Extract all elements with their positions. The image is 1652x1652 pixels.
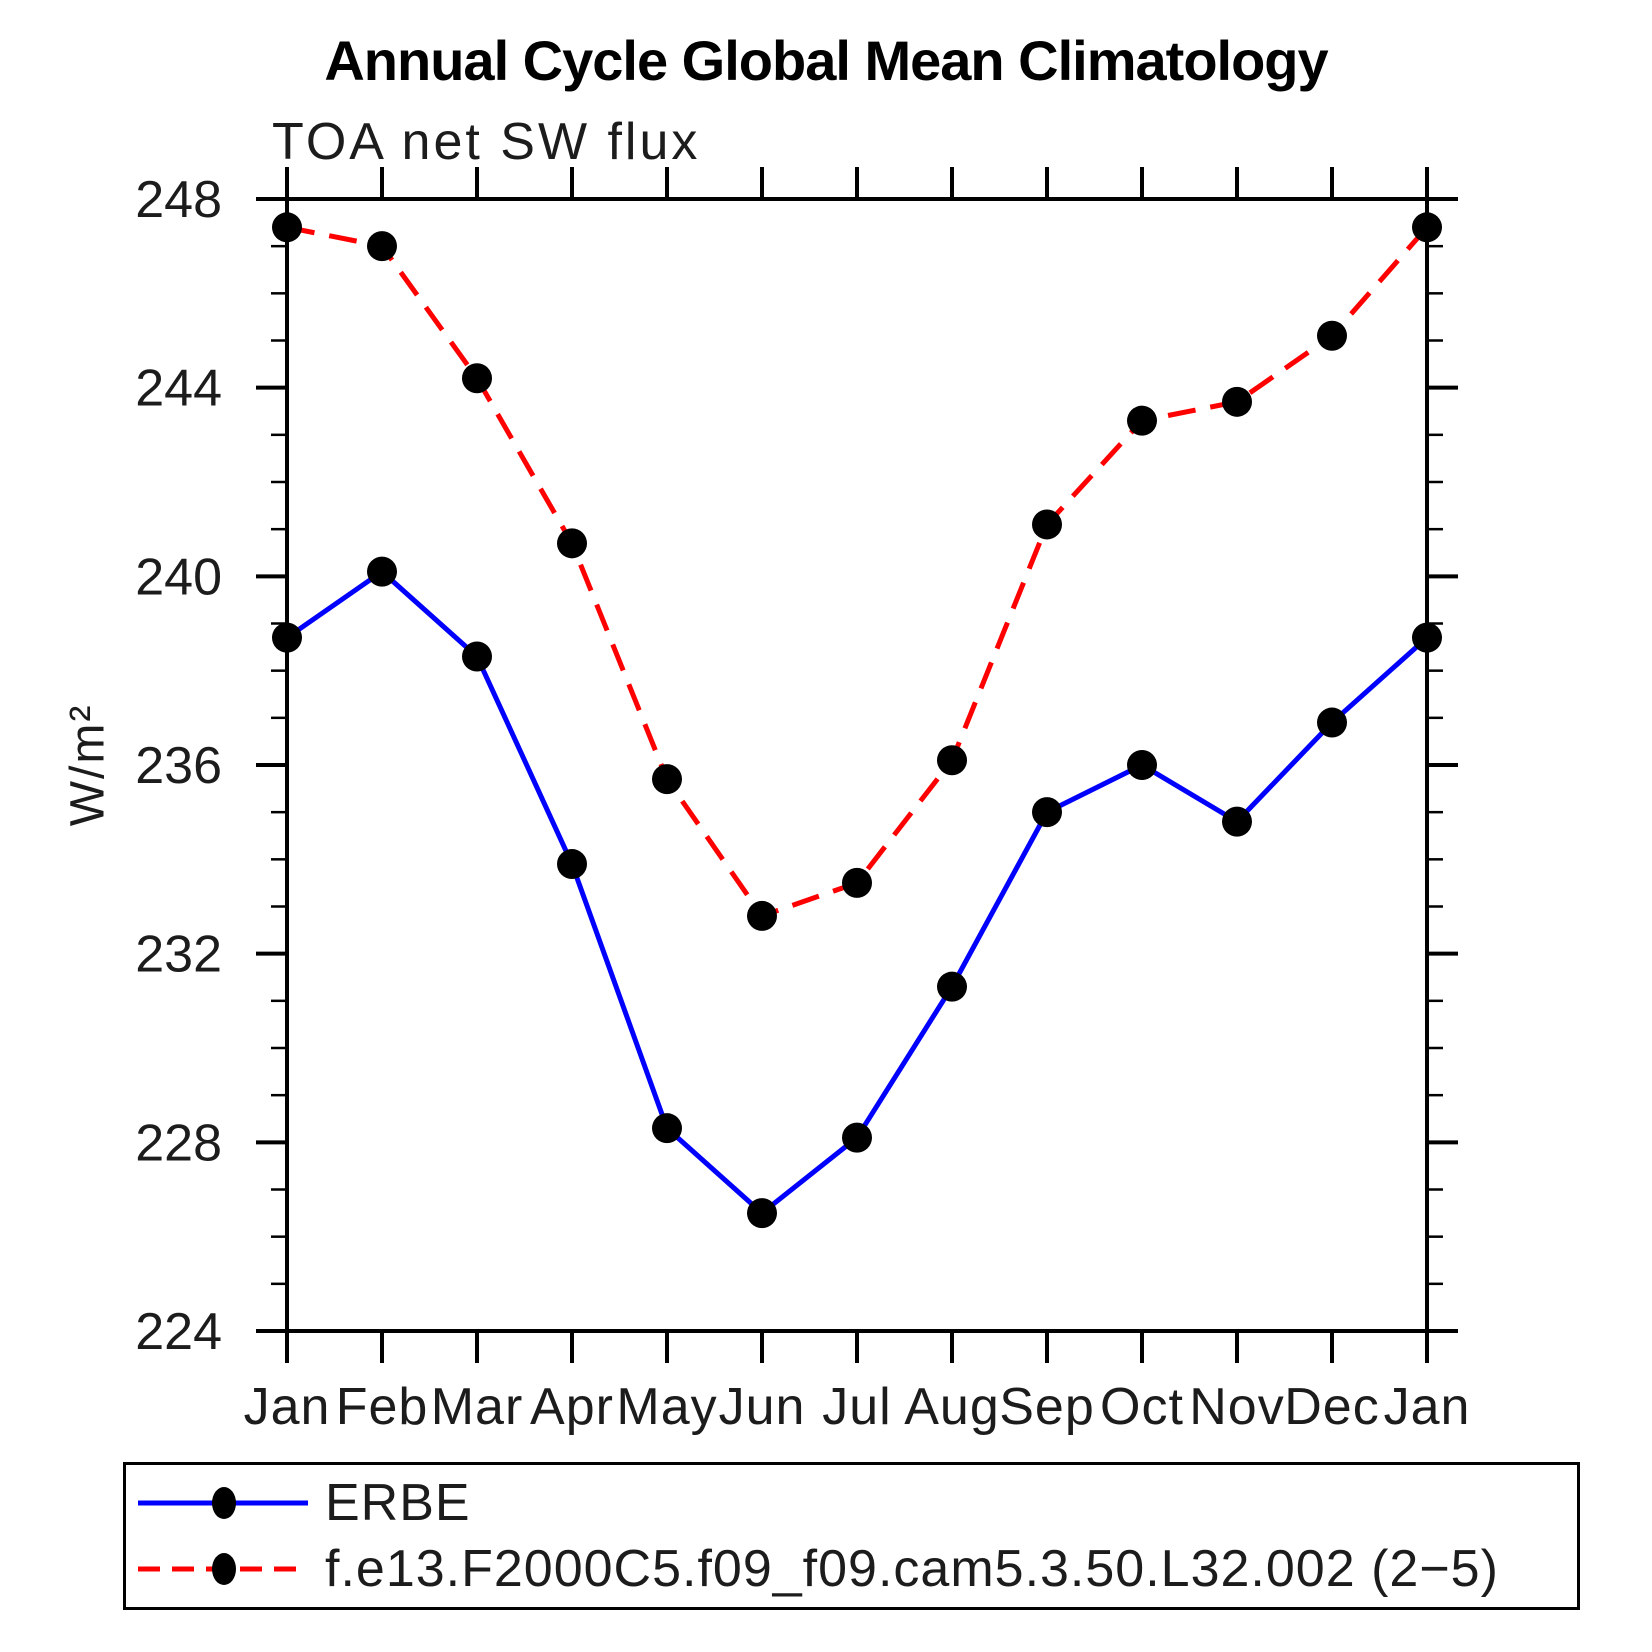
- data-point: [1317, 707, 1347, 738]
- legend-marker-circle: [212, 1553, 236, 1585]
- x-tick-label: Jul: [822, 1378, 891, 1436]
- x-tick-label: Oct: [1100, 1378, 1184, 1436]
- x-tick-label: Jan: [1384, 1378, 1471, 1436]
- x-tick-label: Nov: [1189, 1378, 1284, 1436]
- data-point: [1127, 750, 1157, 780]
- x-tick-label: Sep: [999, 1378, 1095, 1436]
- y-tick-label: 232: [135, 926, 222, 984]
- legend-entry-erbe: ERBE: [136, 1470, 1577, 1536]
- data-point: [557, 849, 587, 880]
- chart-subtitle: TOA net SW flux: [272, 113, 701, 171]
- data-point: [462, 363, 492, 394]
- legend-line-sample-dashed: [138, 1553, 308, 1585]
- x-tick-label: Apr: [530, 1378, 614, 1436]
- y-tick-label: 240: [135, 548, 222, 606]
- data-point: [557, 528, 587, 559]
- series-line-dashed: [286, 224, 1429, 919]
- data-point: [1032, 797, 1062, 828]
- data-point: [652, 1113, 682, 1144]
- x-tick-label: May: [616, 1378, 717, 1436]
- x-tick-label: Dec: [1284, 1378, 1379, 1436]
- legend-entry-model: f.e13.F2000C5.f09_f09.cam5.3.50.L32.002 …: [136, 1536, 1577, 1602]
- data-point: [1412, 622, 1442, 653]
- data-point: [1222, 806, 1252, 837]
- chart-title: Annual Cycle Global Mean Climatology: [324, 29, 1328, 92]
- data-point: [652, 764, 682, 795]
- y-tick-label: 244: [135, 360, 222, 418]
- plot-frame: [285, 197, 1429, 1333]
- x-tick-label: Feb: [336, 1378, 429, 1436]
- data-point: [1127, 405, 1157, 436]
- y-tick-label: 236: [135, 737, 222, 795]
- data-point: [272, 622, 302, 653]
- data-point: [842, 867, 872, 898]
- data-point: [367, 556, 397, 587]
- data-point: [1032, 509, 1062, 540]
- data-point: [462, 641, 492, 672]
- data-point: [747, 1198, 777, 1229]
- legend-label-model: f.e13.F2000C5.f09_f09.cam5.3.50.L32.002 …: [325, 1540, 1499, 1598]
- x-tick-label: Jun: [719, 1378, 806, 1436]
- x-tick-label: Jan: [244, 1378, 331, 1436]
- x-tick-label: Aug: [904, 1378, 1000, 1436]
- legend-line-sample-solid: [138, 1487, 308, 1519]
- legend-label-erbe: ERBE: [325, 1474, 471, 1532]
- legend-marker-circle: [212, 1487, 236, 1519]
- y-tick-label: 228: [135, 1114, 222, 1172]
- data-point: [842, 1122, 872, 1153]
- data-point: [937, 971, 967, 1002]
- data-point: [1317, 320, 1347, 351]
- legend: ERBE f.e13.F2000C5.f09_f09.cam5.3.50.L32…: [123, 1462, 1580, 1610]
- data-point: [937, 745, 967, 776]
- x-tick-label: Mar: [431, 1378, 524, 1436]
- data-point: [1412, 212, 1442, 243]
- data-point: [367, 231, 397, 262]
- y-tick-label: 224: [135, 1303, 222, 1361]
- data-point: [747, 900, 777, 931]
- y-tick-label: 248: [135, 171, 222, 229]
- data-point: [272, 212, 302, 243]
- data-point: [1222, 386, 1252, 417]
